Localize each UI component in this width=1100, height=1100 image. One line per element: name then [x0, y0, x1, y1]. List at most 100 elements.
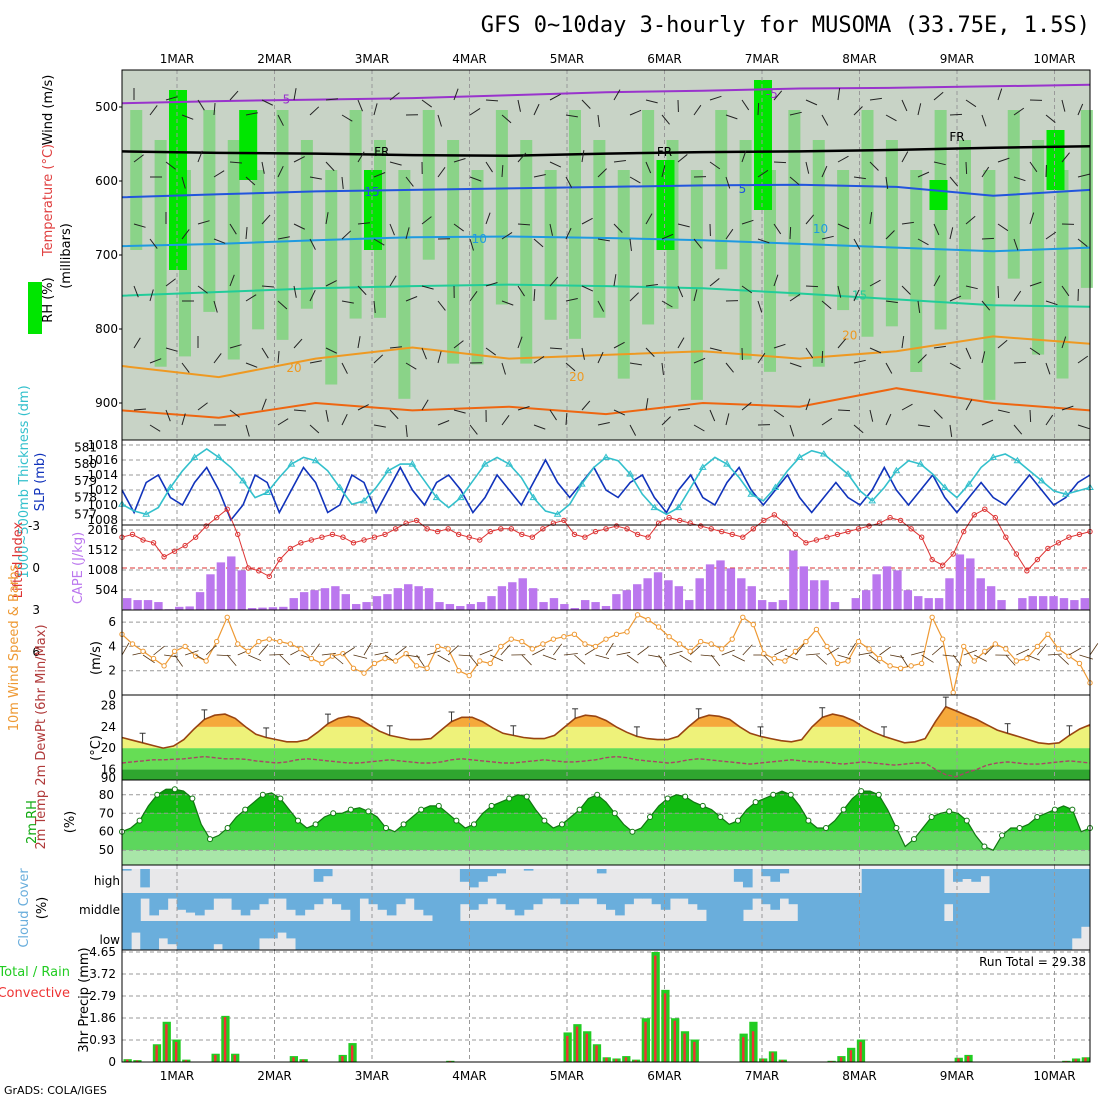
temperature-band — [122, 726, 1090, 749]
cloud-bar — [587, 893, 598, 899]
lifted-index-point — [519, 531, 525, 538]
thickness-point — [674, 503, 683, 511]
wind-barb — [693, 238, 702, 249]
cape-bar — [809, 580, 819, 610]
wind-barb — [858, 652, 873, 656]
cloud-bar — [633, 921, 644, 950]
cape-bar — [466, 604, 475, 610]
bottom-date-label: 1MAR — [160, 1069, 195, 1083]
cloud-bar — [1035, 893, 1045, 921]
wind-barb — [981, 166, 990, 178]
wind-barb — [1037, 643, 1047, 656]
cloud-bar — [441, 921, 452, 950]
lifted-index-point — [740, 534, 746, 540]
cloud-bar — [1026, 921, 1036, 950]
cloud-bar — [953, 921, 963, 950]
wind-barb — [837, 338, 847, 349]
lifted-cape-panel: -3 0 3 6 504 1008 1512 2016 Lifted Index CAPE (J/… — [11, 506, 1093, 659]
wind-barb — [821, 350, 824, 364]
cloud-bar — [907, 893, 917, 921]
wind-barb — [677, 285, 684, 298]
cloud-bar — [962, 921, 972, 950]
wind-speed-point — [792, 648, 799, 654]
wind-speed-point — [897, 665, 904, 671]
precip-conv-bar — [350, 1045, 354, 1062]
rh2m-point — [453, 817, 460, 824]
rh-tick: 70 — [99, 806, 114, 820]
precip-conv-bar — [1084, 1057, 1087, 1062]
top-date-label: 6MAR — [647, 52, 682, 66]
rh2m-point — [189, 795, 196, 802]
temp-tick: 28 — [101, 699, 116, 713]
cloud-bar — [222, 921, 233, 950]
wind-barb — [133, 285, 139, 298]
cloud-bar — [980, 893, 991, 921]
wind-barb — [229, 90, 239, 101]
cloud-bar — [816, 893, 826, 921]
cloud-bar — [761, 893, 771, 905]
wind-barb — [725, 413, 730, 426]
wind-barb — [311, 643, 320, 656]
cloud-bar — [779, 865, 790, 874]
wind-barb — [277, 165, 284, 178]
lifted-index-point — [540, 526, 546, 532]
cloud-bar — [258, 921, 269, 939]
precip-tick: 4.65 — [89, 945, 116, 959]
wind-barb — [389, 161, 402, 166]
cloud-bar — [414, 921, 424, 950]
wind-barb — [149, 238, 158, 249]
cloud-bar — [679, 893, 689, 899]
rh-band — [1080, 110, 1093, 288]
cloud-bar — [158, 893, 169, 910]
pressure-tick: 800 — [95, 322, 118, 336]
cape-bar — [580, 600, 590, 610]
wind-barb — [309, 289, 316, 302]
wind-barb — [965, 285, 978, 290]
wind-barb — [517, 152, 527, 163]
wind-barb — [437, 300, 446, 311]
wind-barb — [1013, 107, 1025, 116]
rh2m-point — [347, 806, 354, 813]
wind-barb — [1029, 161, 1038, 173]
wind-speed-point — [582, 641, 588, 647]
cape-bar — [976, 578, 985, 610]
wind-barb — [341, 114, 353, 122]
wind-barb — [789, 111, 802, 116]
wind-barb — [795, 643, 805, 656]
wind-barb — [1077, 238, 1088, 247]
lifted-index-point — [771, 512, 778, 518]
top-date-label: 10MAR — [1033, 52, 1075, 66]
axis-label: 2m Temp 2m DewPt (6hr Min/Max) — [34, 624, 49, 849]
wind-speed-point — [855, 638, 862, 645]
cape-bar — [123, 598, 132, 610]
wind-barb — [853, 424, 864, 434]
wind-barb — [261, 214, 271, 225]
rh-band — [122, 813, 1090, 832]
wind-barb — [373, 172, 386, 178]
cape-bar — [195, 592, 205, 610]
li-tick: 0 — [32, 561, 40, 575]
precip-conv-bar — [644, 1021, 647, 1062]
wind-barb — [341, 300, 354, 304]
wind-barb — [917, 300, 921, 313]
cloud-bar — [149, 921, 160, 950]
wind-barb — [373, 300, 376, 313]
rh-band — [569, 110, 581, 339]
rh-band — [349, 110, 362, 319]
cape-bar — [653, 572, 663, 610]
cloud-bar — [414, 893, 424, 910]
cape-bar — [737, 578, 746, 610]
cloud-bar — [313, 921, 324, 950]
wind-barb — [437, 420, 450, 426]
rh2m-point — [629, 828, 636, 835]
cloud-bar — [706, 893, 717, 921]
temperature-band — [122, 748, 1090, 770]
cloud-bar — [368, 893, 379, 905]
wind-barb — [757, 352, 766, 364]
cape-bar — [622, 590, 632, 610]
rh-band — [837, 170, 850, 311]
cloud-bar — [350, 921, 360, 950]
wind-barb — [597, 114, 600, 127]
wind-barb — [357, 151, 365, 163]
cloud-bar — [240, 921, 251, 950]
